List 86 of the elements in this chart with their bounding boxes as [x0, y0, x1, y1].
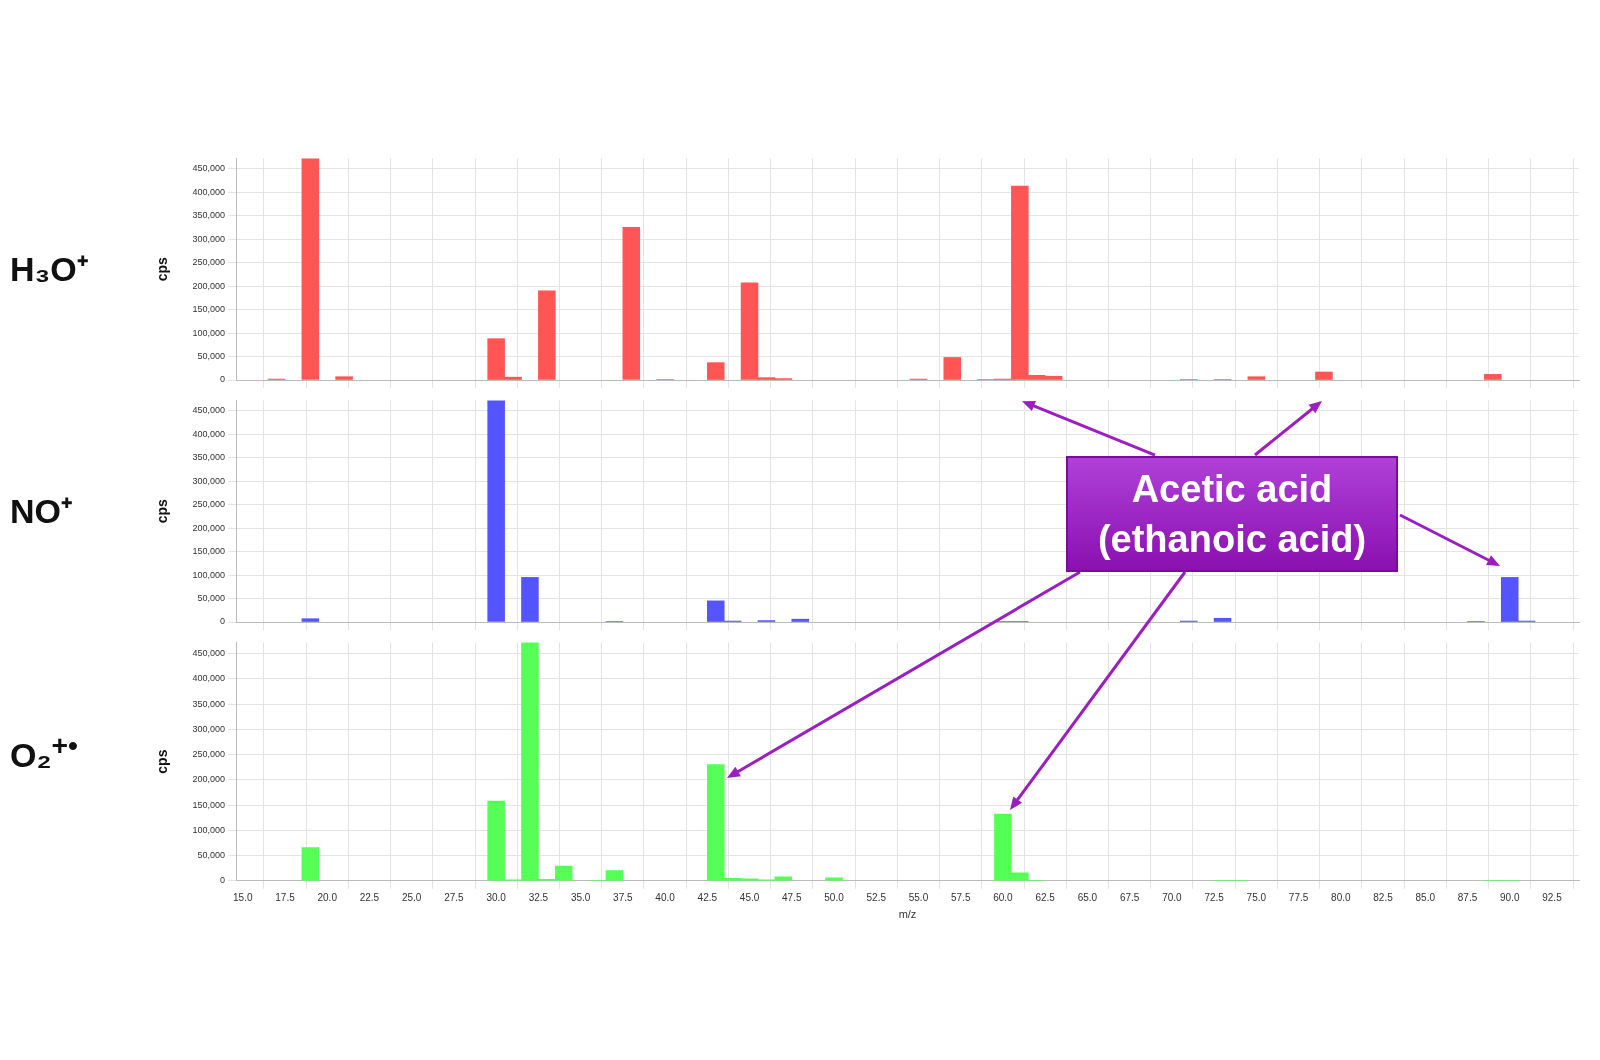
x-tick-label: 82.5	[1373, 891, 1394, 903]
bar	[1213, 617, 1232, 622]
y-tick-label: 450,000	[192, 163, 225, 174]
bar	[301, 618, 320, 622]
bar	[521, 577, 539, 622]
x-tick-label: 85.0	[1415, 891, 1436, 903]
bar	[791, 618, 810, 622]
y-tick-label: 400,000	[192, 673, 225, 684]
y-tick-label: 350,000	[192, 452, 225, 463]
y-tick-label: 300,000	[192, 233, 225, 244]
y-tick-label: 250,000	[192, 257, 225, 268]
y-tick-label: 400,000	[192, 186, 225, 197]
y-tick-label: 250,000	[192, 749, 225, 760]
y-tick-label: 350,000	[192, 210, 225, 221]
y-axis-title: cps	[154, 498, 171, 524]
x-tick-label: 37.5	[613, 891, 634, 903]
x-tick-label: 42.5	[697, 891, 718, 903]
y-tick-label: 0	[219, 374, 225, 385]
x-tick-label: 65.0	[1077, 891, 1098, 903]
x-tick-label: 87.5	[1457, 891, 1478, 903]
bar	[487, 400, 505, 622]
y-tick-label: 50,000	[197, 850, 225, 861]
x-tick-label: 35.0	[570, 891, 591, 903]
x-tick-label: 30.0	[486, 891, 507, 903]
y-tick-label: 100,000	[192, 569, 225, 580]
annotation: Acetic acid (ethanoic acid)	[1066, 456, 1398, 572]
x-tick-label: 55.0	[908, 891, 929, 903]
y-tick-label: 50,000	[197, 593, 225, 604]
y-tick-label: 100,000	[192, 327, 225, 338]
x-tick-label: 22.5	[359, 891, 380, 903]
x-tick-label: 80.0	[1331, 891, 1351, 903]
y-tick-label: 200,000	[192, 774, 225, 785]
y-tick-label: 450,000	[192, 648, 225, 658]
bar	[335, 376, 353, 380]
bar	[538, 290, 556, 380]
text: H₃O⁺	[10, 249, 88, 290]
x-tick-label: 25.0	[401, 891, 422, 903]
x-tick-label: 20.0	[317, 891, 338, 903]
x-tick-label: 47.5	[782, 891, 802, 903]
bar	[301, 847, 320, 881]
bar	[1247, 376, 1266, 380]
x-tick-label: 40.0	[655, 891, 676, 903]
x-tick-label: 60.0	[993, 891, 1014, 903]
bar	[706, 362, 725, 380]
x-axis-title: m/z	[898, 908, 917, 921]
x-tick-label: 70.0	[1162, 891, 1183, 903]
y-tick-label: 350,000	[192, 698, 225, 709]
x-tick-label: 92.5	[1542, 891, 1563, 903]
x-tick-label: 15.0	[233, 891, 253, 903]
x-tick-label: 17.5	[275, 891, 296, 903]
x-tick-label: 52.5	[866, 891, 887, 903]
y-tick-label: 200,000	[192, 280, 225, 291]
y-tick-label: 50,000	[197, 351, 225, 362]
bar	[825, 877, 843, 881]
bar	[622, 227, 641, 380]
bar	[943, 357, 962, 380]
x-tick-label: 90.0	[1500, 891, 1520, 903]
text: NO⁺	[10, 491, 72, 532]
y-tick-label: 300,000	[192, 723, 225, 734]
y-axis-title: cps	[154, 749, 171, 774]
bar	[605, 870, 624, 881]
y-tick-label: 400,000	[192, 428, 225, 439]
y-tick-label: 150,000	[192, 304, 225, 315]
x-tick-label: 67.5	[1119, 891, 1140, 903]
y-tick-label: 250,000	[192, 499, 225, 510]
bar	[1484, 374, 1502, 380]
y-axis-title: cps	[154, 256, 171, 282]
x-tick-label: 62.5	[1035, 891, 1056, 903]
y-tick-label: 0	[219, 616, 225, 627]
y-tick-label: 450,000	[192, 405, 225, 416]
y-tick-label: 300,000	[192, 475, 225, 486]
x-tick-label: 57.5	[950, 891, 971, 903]
y-tick-label: 150,000	[192, 799, 225, 810]
y-tick-label: 150,000	[192, 546, 225, 557]
bar	[1315, 371, 1333, 380]
y-tick-label: 0	[219, 875, 225, 886]
x-tick-label: 32.5	[528, 891, 549, 903]
y-tick-label: 100,000	[192, 824, 225, 835]
y-tick-label: 200,000	[192, 522, 225, 533]
x-tick-label: 72.5	[1204, 891, 1225, 903]
x-tick-label: 50.0	[824, 891, 845, 903]
x-tick-label: 45.0	[739, 891, 760, 903]
x-tick-label: 27.5	[444, 891, 465, 903]
x-tick-label: 75.0	[1246, 891, 1267, 903]
text: O₂$^{+•}$	[10, 729, 79, 776]
x-tick-label: 77.5	[1288, 891, 1309, 903]
